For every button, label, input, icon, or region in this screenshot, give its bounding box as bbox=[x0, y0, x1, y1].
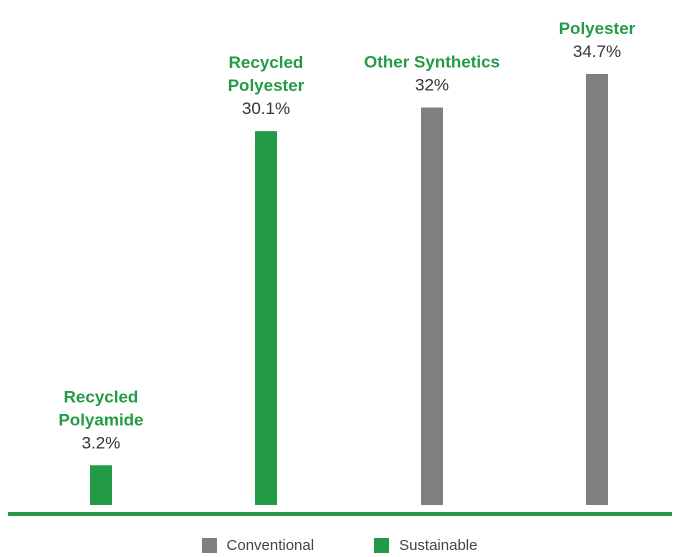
bar-1 bbox=[255, 131, 277, 506]
legend-label-conventional: Conventional bbox=[226, 536, 315, 554]
legend-label-sustainable: Sustainable bbox=[399, 536, 478, 554]
legend-swatch-sustainable bbox=[374, 537, 390, 553]
bar-2 bbox=[421, 107, 443, 506]
legend-item-conventional: Conventional bbox=[201, 535, 315, 555]
legend: Conventional Sustainable bbox=[0, 535, 679, 555]
bar-0 bbox=[90, 465, 112, 505]
category-label-2-line-0: Other Synthetics bbox=[364, 53, 500, 72]
legend-item-sustainable: Sustainable bbox=[374, 535, 477, 555]
category-label-3-line-0: Polyester bbox=[559, 19, 636, 38]
value-label-2: 32% bbox=[415, 76, 449, 95]
category-label-0-line-0: Recycled bbox=[64, 387, 139, 406]
category-label-1-line-1: Polyester bbox=[228, 76, 305, 95]
category-label-0-line-1: Polyamide bbox=[58, 410, 143, 429]
value-label-3: 34.7% bbox=[573, 42, 621, 61]
bar-3 bbox=[586, 74, 608, 505]
legend-swatch-conventional bbox=[201, 537, 217, 553]
value-label-0: 3.2% bbox=[82, 433, 121, 452]
bar-chart: 3.2% Recycled Polyamide 30.1% Recycled Polyes… bbox=[8, 19, 672, 516]
value-label-1: 30.1% bbox=[242, 99, 290, 118]
category-label-1-line-0: Recycled bbox=[229, 53, 304, 72]
bars-group bbox=[90, 74, 608, 506]
labels-group: 3.2% Recycled Polyamide 30.1% Recycled Polyes… bbox=[58, 19, 635, 452]
